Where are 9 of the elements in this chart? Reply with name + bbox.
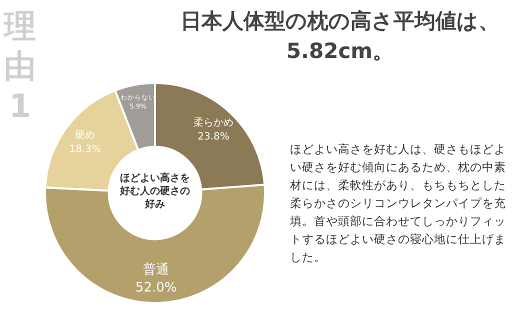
slice-label: 柔らかめ [194, 116, 234, 128]
slice-label: 普通 [143, 261, 170, 278]
text: ほどよい高さを好む人は、硬さもほどよい硬さを好む傾向にあるため、枕の中素材には、柔軟性があり、もちもちとした柔らかさのシリコンウレタンパイプを充填。首や頭部に合わせてしっかりフィットするほどよい硬さの寝心地に仕上げました。 [290, 141, 507, 266]
text: ほどよい高さを好む人の硬さの好み [120, 172, 190, 211]
text: 日本人体型の枕の高さ平均値は、5.82cm。 [180, 8, 500, 65]
data-label: 52.0% [135, 280, 177, 296]
slice-label: 硬め [75, 130, 96, 142]
data-label: 18.3% [69, 144, 102, 156]
data-label: 23.8% [198, 131, 230, 142]
